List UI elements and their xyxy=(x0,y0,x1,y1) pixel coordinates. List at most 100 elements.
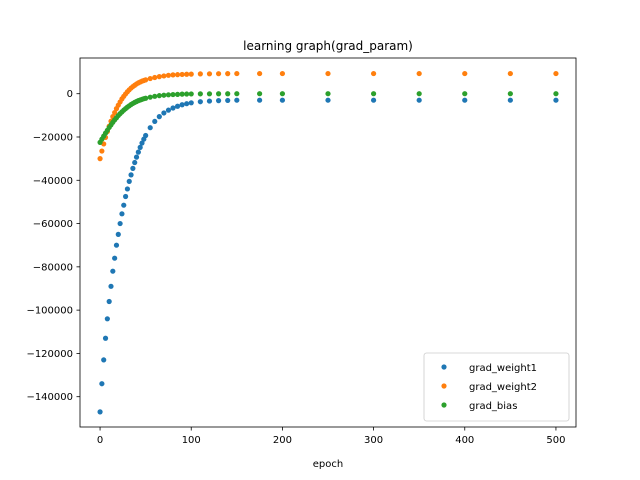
data-point xyxy=(122,193,129,200)
data-point xyxy=(174,103,181,109)
x-tick-label: 500 xyxy=(546,435,565,446)
data-point xyxy=(126,178,132,184)
data-point xyxy=(112,255,118,261)
data-point xyxy=(416,70,422,77)
data-point xyxy=(119,211,125,217)
legend-label: grad_bias xyxy=(469,401,517,412)
x-axis-label: epoch xyxy=(313,459,343,470)
data-point xyxy=(97,156,103,162)
legend-marker xyxy=(441,402,447,408)
legend-label: grad_weight2 xyxy=(469,382,537,393)
data-point xyxy=(110,268,116,274)
data-point xyxy=(279,97,286,103)
data-point xyxy=(188,100,194,106)
data-point xyxy=(130,165,136,171)
data-point xyxy=(215,91,222,97)
series-grad_weight1 xyxy=(97,97,559,415)
data-point xyxy=(106,298,112,305)
data-point xyxy=(135,149,141,155)
x-tick-label: 0 xyxy=(97,435,103,446)
data-point xyxy=(161,73,167,79)
data-point xyxy=(257,91,263,97)
data-point xyxy=(257,70,263,77)
data-point xyxy=(206,98,213,104)
data-point xyxy=(462,97,468,103)
data-point xyxy=(197,71,203,77)
x-tick-label: 300 xyxy=(364,435,383,446)
data-point xyxy=(152,118,158,125)
axes: 0 100 200 300 400 500 0 −20000 −40000 −60000 −8000… xyxy=(26,57,577,446)
data-point xyxy=(325,70,331,77)
series-grad_bias xyxy=(97,91,559,145)
data-point xyxy=(416,97,422,103)
data-point xyxy=(206,91,213,97)
data-point xyxy=(370,97,377,103)
y-tick-label: −120000 xyxy=(26,349,73,360)
data-point xyxy=(179,91,185,97)
data-point xyxy=(152,74,158,81)
data-point xyxy=(215,71,222,77)
legend: grad_weight1 grad_weight2 grad_bias xyxy=(423,352,570,422)
data-point xyxy=(507,91,513,97)
data-point xyxy=(462,70,468,77)
data-point xyxy=(184,71,190,77)
y-tick-label: −60000 xyxy=(33,219,73,230)
data-point xyxy=(128,172,134,178)
legend-item: grad_weight1 xyxy=(441,363,537,374)
data-point xyxy=(184,91,190,97)
data-point xyxy=(234,97,240,103)
data-point xyxy=(161,110,167,116)
data-point xyxy=(137,144,143,150)
data-point xyxy=(225,97,231,104)
data-point xyxy=(462,91,468,97)
data-point xyxy=(325,97,331,103)
legend-label: grad_weight1 xyxy=(469,363,537,374)
data-point xyxy=(225,71,231,77)
data-point xyxy=(147,75,153,82)
data-point xyxy=(121,202,127,208)
data-point xyxy=(234,70,240,77)
data-point xyxy=(170,105,176,111)
x-tick-label: 200 xyxy=(273,435,292,446)
data-point xyxy=(553,70,559,77)
data-point xyxy=(179,102,185,108)
data-point xyxy=(156,93,162,99)
data-point xyxy=(97,409,103,415)
data-point xyxy=(257,97,263,103)
y-tick-label: −20000 xyxy=(33,132,73,143)
legend-marker xyxy=(441,364,447,370)
y-tick-label: 0 xyxy=(67,89,73,100)
data-point xyxy=(416,91,422,97)
data-point xyxy=(139,140,145,146)
data-point xyxy=(197,99,203,105)
data-point xyxy=(507,70,513,77)
data-point xyxy=(143,95,149,101)
data-point xyxy=(113,242,120,248)
data-point xyxy=(206,71,213,77)
data-point xyxy=(115,231,121,237)
data-point xyxy=(234,91,240,97)
data-point xyxy=(101,357,107,363)
data-point xyxy=(174,91,181,97)
data-point xyxy=(143,77,149,83)
data-point xyxy=(184,101,190,107)
data-point xyxy=(147,125,153,131)
y-tick-label: −100000 xyxy=(26,306,73,317)
axes-frame xyxy=(79,57,577,428)
data-point xyxy=(507,97,513,103)
data-point xyxy=(156,74,162,80)
chart-title: learning graph(grad_param) xyxy=(243,39,413,53)
data-point xyxy=(117,220,123,227)
y-tick-label: −140000 xyxy=(26,392,73,403)
series-grad_weight2 xyxy=(97,70,559,162)
data-point xyxy=(165,92,172,98)
data-point xyxy=(147,94,153,100)
data-point xyxy=(170,72,176,78)
legend-item: grad_bias xyxy=(441,401,517,412)
data-point xyxy=(156,114,162,120)
data-point xyxy=(99,381,105,387)
data-point xyxy=(174,72,181,78)
data-point xyxy=(102,335,109,341)
data-point xyxy=(370,70,377,77)
